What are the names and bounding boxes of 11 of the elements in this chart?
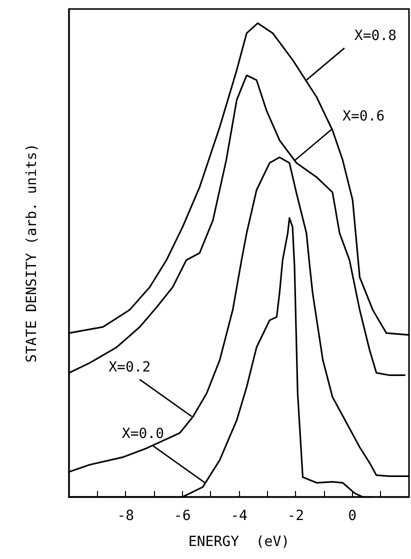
- x-tick-label: -6: [174, 508, 191, 524]
- y-axis-title: STATE DENSITY (arb. units): [24, 143, 40, 363]
- annotation: X=0.8: [354, 28, 397, 44]
- x-axis-title: ENERGY (eV): [188, 534, 290, 550]
- x-tick-label: 0: [348, 508, 357, 524]
- x-tick-label: -8: [117, 508, 134, 524]
- annotation: X=0.0: [122, 426, 164, 442]
- x-tick-label: -2: [287, 508, 304, 524]
- x-tick-label: -4: [230, 508, 248, 524]
- annotation: X=0.6: [342, 108, 385, 125]
- annotation: X=0.2: [108, 359, 151, 376]
